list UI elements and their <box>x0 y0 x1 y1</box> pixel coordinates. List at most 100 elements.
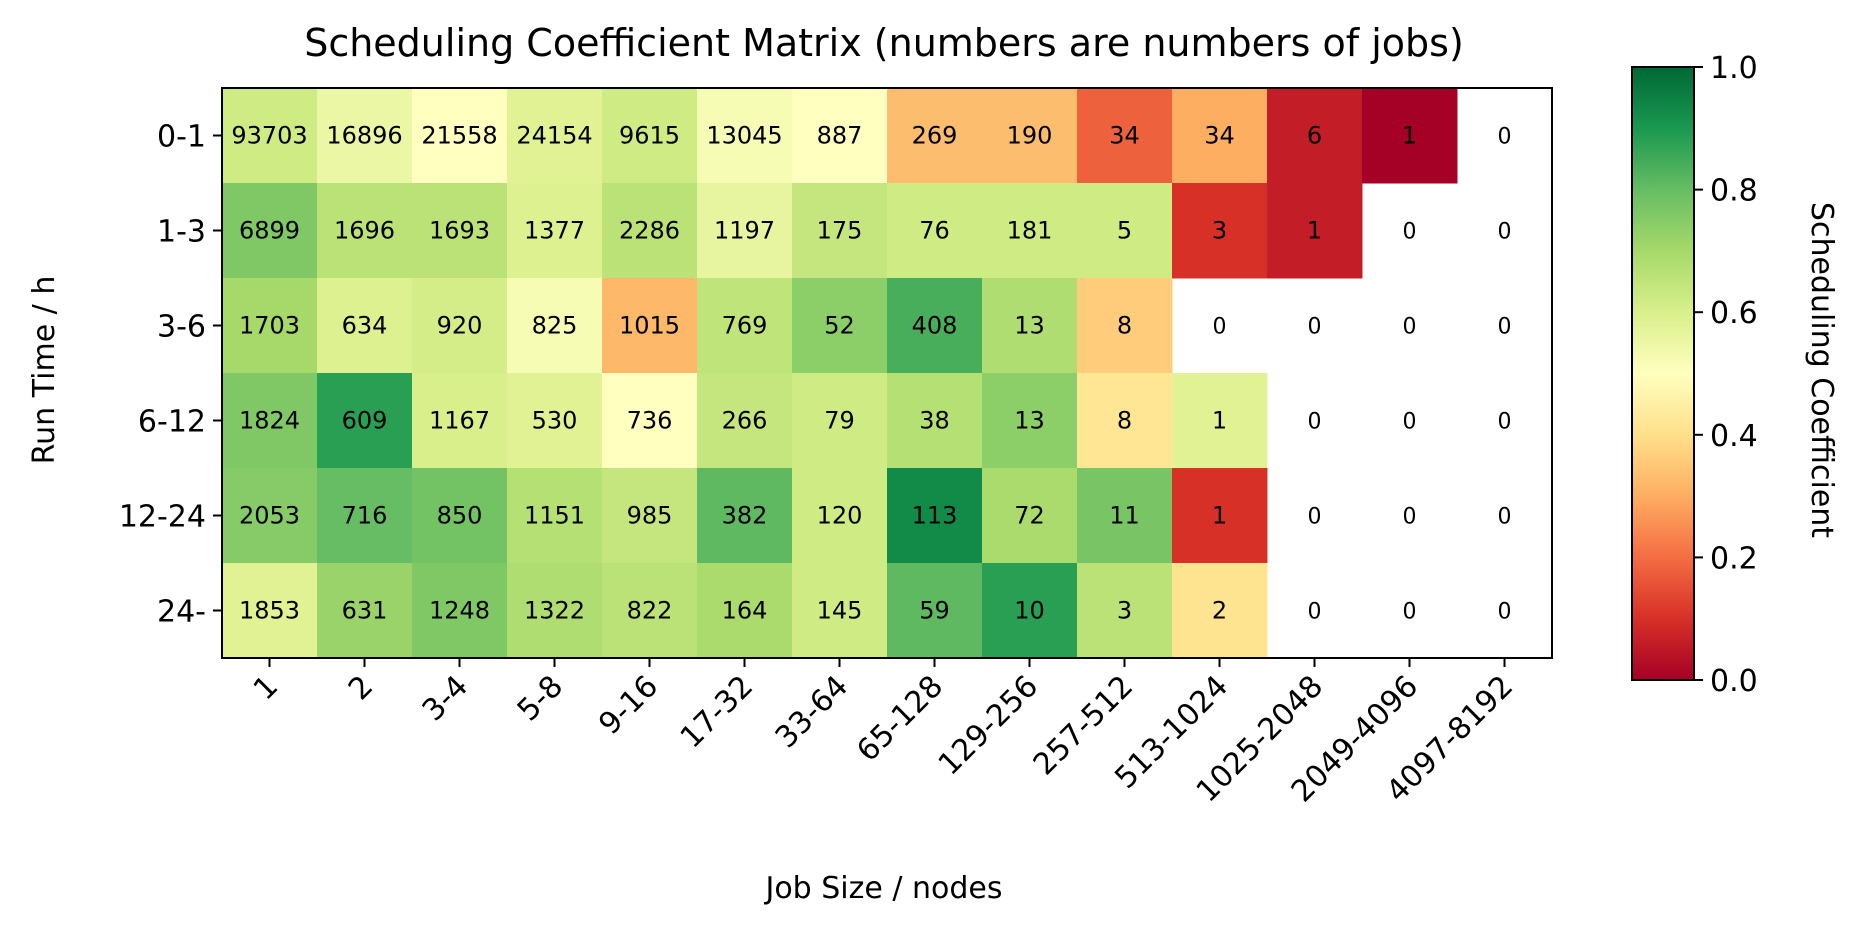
cell-count-label: 1853 <box>239 597 300 625</box>
chart-title: Scheduling Coefficient Matrix (numbers a… <box>304 21 1464 65</box>
heatmap-cell <box>887 278 983 374</box>
heatmap-cell <box>602 88 698 184</box>
heatmap-cell <box>887 563 983 659</box>
cell-count-label: 1696 <box>334 217 395 245</box>
colorbar-ticks: 0.0 0.2 0.4 0.6 0.8 1.0 <box>1694 51 1758 699</box>
cell-count-label: 850 <box>437 502 483 530</box>
cell-count-label: 2053 <box>239 502 300 530</box>
cell-count-label: 1 <box>1307 217 1322 245</box>
heatmap-cells <box>222 88 1458 659</box>
cell-count-label: 164 <box>722 597 768 625</box>
cell-count-label: 175 <box>817 217 863 245</box>
x-tick-label: 33-64 <box>769 669 855 755</box>
heatmap-cell <box>412 563 508 659</box>
cell-count-label: 0 <box>1308 410 1322 435</box>
cell-count-label: 145 <box>817 597 863 625</box>
cell-count-label: 181 <box>1007 217 1053 245</box>
heatmap-cell <box>507 183 603 279</box>
heatmap-cell <box>887 183 983 279</box>
cell-count-label: 10 <box>1014 597 1045 625</box>
cell-count-label: 0 <box>1498 220 1512 245</box>
cell-count-label: 382 <box>722 502 768 530</box>
cell-count-label: 2286 <box>619 217 680 245</box>
cell-count-label: 0 <box>1403 315 1417 340</box>
cell-count-label: 530 <box>532 407 578 435</box>
heatmap-cell <box>507 373 603 469</box>
cell-count-label: 825 <box>532 312 578 340</box>
cell-count-label: 34 <box>1204 122 1235 150</box>
cell-count-label: 38 <box>919 407 950 435</box>
heatmap-cell-labels: 93703 16896 21558 24154 9615 13045 887 269 190 34… <box>231 122 1511 625</box>
heatmap-cell <box>507 278 603 374</box>
cell-count-label: 0 <box>1403 505 1417 530</box>
cell-count-label: 0 <box>1213 315 1227 340</box>
cell-count-label: 0 <box>1403 600 1417 625</box>
cell-count-label: 3 <box>1212 217 1227 245</box>
cell-count-label: 736 <box>627 407 673 435</box>
heatmap-cell <box>982 278 1078 374</box>
heatmap-cell <box>697 373 793 469</box>
cell-count-label: 266 <box>722 407 768 435</box>
colorbar-tick-label: 0.6 <box>1710 296 1758 331</box>
cell-count-label: 769 <box>722 312 768 340</box>
cell-count-label: 1322 <box>524 597 585 625</box>
cell-count-label: 1167 <box>429 407 490 435</box>
heatmap-cell <box>982 183 1078 279</box>
cell-count-label: 13045 <box>706 122 782 150</box>
y-tick-label: 24- <box>157 595 206 630</box>
cell-count-label: 59 <box>919 597 950 625</box>
plot-frame <box>221 87 1553 659</box>
heatmap-cell <box>222 468 318 564</box>
heatmap-cell <box>1077 468 1173 564</box>
y-axis-label: Run Time / h <box>27 276 62 465</box>
cell-count-label: 1703 <box>239 312 300 340</box>
cell-count-label: 408 <box>912 312 958 340</box>
cell-count-label: 113 <box>912 502 958 530</box>
heatmap-cell <box>697 183 793 279</box>
heatmap-cell <box>792 373 888 469</box>
cell-count-label: 34 <box>1109 122 1140 150</box>
heatmap-cell <box>1172 88 1268 184</box>
heatmap-cell <box>222 183 318 279</box>
heatmap-cell <box>222 278 318 374</box>
heatmap-cell <box>1077 88 1173 184</box>
cell-count-label: 920 <box>437 312 483 340</box>
cell-count-label: 1151 <box>524 502 585 530</box>
heatmap-cell <box>792 278 888 374</box>
heatmap-cell <box>507 468 603 564</box>
cell-count-label: 269 <box>912 122 958 150</box>
cell-count-label: 9615 <box>619 122 680 150</box>
heatmap-cell <box>982 373 1078 469</box>
cell-count-label: 0 <box>1308 315 1322 340</box>
cell-count-label: 8 <box>1117 312 1132 340</box>
colorbar-tick-label: 0.8 <box>1710 174 1758 209</box>
cell-count-label: 0 <box>1403 220 1417 245</box>
heatmap-cell <box>222 88 318 184</box>
heatmap-cell <box>317 183 413 279</box>
cell-count-label: 1693 <box>429 217 490 245</box>
heatmap-cell <box>602 278 698 374</box>
heatmap-cell <box>887 373 983 469</box>
heatmap-cell <box>1267 183 1363 279</box>
heatmap-cell <box>317 468 413 564</box>
heatmap-cell <box>222 563 318 659</box>
heatmap-cell <box>602 183 698 279</box>
heatmap-cell <box>317 278 413 374</box>
cell-count-label: 0 <box>1498 600 1512 625</box>
heatmap-cell <box>412 88 508 184</box>
cell-count-label: 6899 <box>239 217 300 245</box>
cell-count-label: 631 <box>342 597 388 625</box>
heatmap-cell <box>982 88 1078 184</box>
colorbar-label: Scheduling Coefficient <box>1804 202 1839 538</box>
x-tick-label: 3-4 <box>416 669 475 728</box>
heatmap-cell <box>602 373 698 469</box>
heatmap-cell <box>792 563 888 659</box>
cell-count-label: 1 <box>1212 502 1227 530</box>
heatmap-cell <box>887 88 983 184</box>
x-tick-label: 9-16 <box>592 669 665 742</box>
cell-count-label: 634 <box>342 312 388 340</box>
heatmap-cell <box>222 373 318 469</box>
cell-count-label: 0 <box>1498 315 1512 340</box>
heatmap-cell <box>982 563 1078 659</box>
cell-count-label: 190 <box>1007 122 1053 150</box>
